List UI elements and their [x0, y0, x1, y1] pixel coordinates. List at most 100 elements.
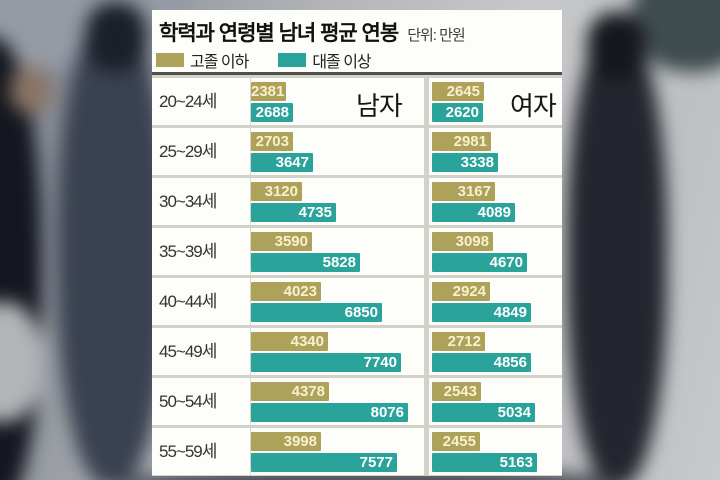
male-row-panel: 35~39세 3590 5828	[152, 228, 424, 275]
age-label: 35~39세	[159, 242, 217, 261]
bar-male-series0: 4378	[251, 382, 329, 401]
chart-row-20~24세: 20~24세 2381 2688 2645 2620	[152, 78, 562, 125]
bar-male-series1: 7740	[251, 353, 401, 372]
bar-male-series0: 2703	[251, 132, 293, 151]
male-bars: 4378 8076	[250, 378, 424, 425]
bar-male-series0: 3120	[251, 182, 302, 201]
bar-female-series0: 2924	[432, 282, 490, 301]
bar-value: 2981	[453, 133, 487, 150]
bar-value: 5163	[499, 454, 533, 471]
male-row-panel: 40~44세 4023 6850	[152, 278, 424, 325]
chart-row-55~59세: 55~59세 3998 7577 2455 5163	[152, 428, 562, 475]
male-row-panel: 50~54세 4378 8076	[152, 378, 424, 425]
age-label: 50~54세	[159, 392, 217, 411]
bar-female-series0: 2645	[432, 82, 484, 101]
male-bars: 4340 7740	[250, 328, 424, 375]
male-bars: 3120 4735	[250, 178, 424, 225]
female-row-panel: 3167 4089	[429, 178, 562, 225]
bar-male-series1: 3647	[251, 153, 313, 172]
legend-swatch-1	[278, 53, 307, 67]
bar-female-series1: 5163	[432, 453, 537, 472]
bar-female-series0: 3167	[432, 182, 495, 201]
bar-male-series1: 5828	[251, 253, 360, 272]
bar-value: 2381	[251, 83, 285, 100]
male-row-panel: 20~24세 2381 2688	[152, 78, 424, 125]
bar-value: 8076	[370, 404, 404, 421]
bar-value: 2924	[452, 283, 486, 300]
bar-value: 2712	[447, 333, 481, 350]
bar-value: 3167	[457, 183, 491, 200]
bar-value: 4023	[283, 283, 317, 300]
bar-female-series1: 4849	[432, 303, 531, 322]
female-bars: 2924 4849	[432, 278, 562, 325]
bar-value: 4670	[489, 254, 523, 271]
bar-male-series1: 8076	[251, 403, 408, 422]
bar-female-series1: 4670	[432, 253, 527, 272]
chart-row-50~54세: 50~54세 4378 8076 2543 5034	[152, 378, 562, 425]
female-bars: 2645 2620	[432, 78, 562, 125]
bar-male-series1: 4735	[251, 203, 336, 222]
male-bars: 3998 7577	[250, 428, 424, 475]
bar-female-series1: 3338	[432, 153, 498, 172]
bar-value: 3098	[455, 233, 489, 250]
bar-value: 4849	[493, 304, 527, 321]
female-bars: 3167 4089	[432, 178, 562, 225]
chart-rows: 20~24세 2381 2688 2645 2620 25~29세 2703 3647 2981…	[152, 78, 562, 478]
bar-value: 6850	[344, 304, 378, 321]
bar-value: 2620	[445, 104, 479, 121]
bar-value: 5828	[322, 254, 356, 271]
female-column-label: 여자	[510, 91, 557, 121]
male-row-panel: 30~34세 3120 4735	[152, 178, 424, 225]
bar-female-series1: 2620	[432, 103, 483, 122]
bar-male-series1: 2688	[251, 103, 293, 122]
bar-female-series0: 2543	[432, 382, 481, 401]
male-row-panel: 25~29세 2703 3647	[152, 128, 424, 175]
bar-male-series0: 3590	[251, 232, 312, 251]
male-bars: 4023 6850	[250, 278, 424, 325]
bar-male-series0: 3998	[251, 432, 321, 451]
bar-female-series0: 2712	[432, 332, 485, 351]
age-label: 20~24세	[159, 92, 217, 111]
female-bars: 2981 3338	[432, 128, 562, 175]
bar-value: 3120	[264, 183, 298, 200]
blurred-person-left	[57, 17, 167, 480]
female-row-panel: 3098 4670	[429, 228, 562, 275]
blurred-head-right	[587, 12, 645, 80]
blurred-face-left	[10, 67, 52, 113]
female-row-panel: 2712 4856	[429, 328, 562, 375]
bar-value: 2688	[255, 104, 289, 121]
chart-header: 학력과 연령별 남녀 평균 연봉 단위: 만원 고졸 이하 대졸 이상	[152, 10, 562, 75]
bar-female-series1: 4856	[432, 353, 531, 372]
chart-row-25~29세: 25~29세 2703 3647 2981 3338	[152, 128, 562, 175]
female-row-panel: 2924 4849	[429, 278, 562, 325]
female-bars: 3098 4670	[432, 228, 562, 275]
bar-value: 5034	[497, 404, 531, 421]
legend-label-0: 고졸 이하	[190, 54, 249, 71]
bar-value: 7577	[359, 454, 393, 471]
female-row-panel: 2543 5034	[429, 378, 562, 425]
legend-item-1: 대졸 이상	[278, 48, 372, 72]
bar-male-series0: 2381	[251, 82, 286, 101]
chart-row-35~39세: 35~39세 3590 5828 3098 4670	[152, 228, 562, 275]
legend: 고졸 이하 대졸 이상	[156, 48, 372, 72]
male-bars: 2703 3647	[250, 128, 424, 175]
bar-value: 4089	[477, 204, 511, 221]
unit-label: 단위: 만원	[407, 27, 466, 44]
legend-swatch-0	[156, 53, 184, 67]
age-label: 55~59세	[159, 442, 217, 461]
bar-value: 7740	[363, 354, 397, 371]
chart-title: 학력과 연령별 남녀 평균 연봉	[159, 22, 399, 45]
bar-male-series1: 7577	[251, 453, 397, 472]
female-bars: 2455 5163	[432, 428, 562, 475]
female-row-panel: 2981 3338	[429, 128, 562, 175]
age-label: 40~44세	[159, 292, 217, 311]
bar-female-series0: 2981	[432, 132, 491, 151]
bar-value: 3338	[460, 154, 494, 171]
bar-value: 2455	[442, 433, 476, 450]
chart-row-40~44세: 40~44세 4023 6850 2924 4849	[152, 278, 562, 325]
male-row-panel: 45~49세 4340 7740	[152, 328, 424, 375]
male-bars: 3590 5828	[250, 228, 424, 275]
bar-male-series0: 4340	[251, 332, 328, 351]
male-row-panel: 55~59세 3998 7577	[152, 428, 424, 475]
